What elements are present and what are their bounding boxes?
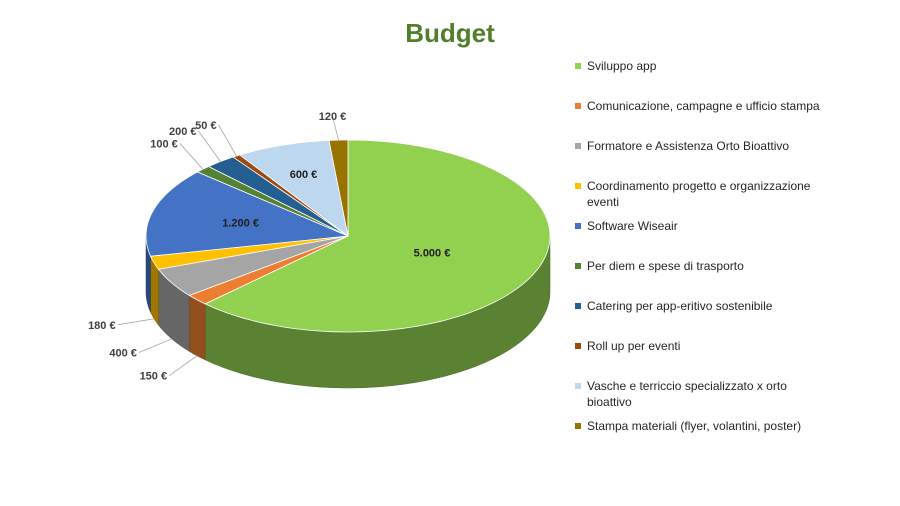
pie-leader-lines: [117, 116, 339, 377]
legend-item: Per diem e spese di trasporto: [575, 258, 830, 298]
leader-line-6: [198, 130, 221, 162]
legend-swatch: [575, 223, 581, 229]
data-label-7: 50 €: [195, 120, 216, 132]
pie-data-labels: 5.000 € 150 €400 € 180 € 1.200 € 100 €200 €5…: [88, 111, 450, 383]
pie-sides: [145, 235, 551, 389]
legend-swatch: [575, 343, 581, 349]
data-label-0: 5.000 €: [414, 248, 451, 260]
leader-line-5: [179, 143, 204, 170]
legend-item: Stampa materiali (flyer, volantini, post…: [575, 418, 830, 458]
pie-slice-side-1: [189, 294, 206, 361]
legend-item: Catering per app-eritivo sostenibile: [575, 298, 830, 338]
legend-label: Vasche e terriccio specializzato x orto …: [587, 379, 787, 409]
legend-item: Coordinamento progetto e organizzazione …: [575, 178, 830, 218]
leader-line-1: [168, 355, 198, 377]
data-label-3: 180 €: [88, 320, 116, 332]
legend-swatch: [575, 103, 581, 109]
leader-line-2: [138, 338, 172, 353]
chart-title: Budget: [405, 18, 495, 48]
pie-slice-3: [149, 235, 349, 270]
legend-label: Software Wiseair: [587, 219, 678, 233]
data-label-2: 400 €: [109, 348, 137, 360]
legend-swatch: [575, 303, 581, 309]
legend-swatch: [575, 263, 581, 269]
data-label-4: 1.200 €: [222, 218, 259, 230]
data-label-6: 200 €: [169, 126, 197, 138]
legend-swatch: [575, 423, 581, 429]
leader-line-9: [332, 116, 339, 141]
pie-slice-4: [145, 171, 349, 257]
legend-swatch: [575, 383, 581, 389]
legend-item: Formatore e Assistenza Orto Bioattivo: [575, 138, 830, 178]
pie-tops: [145, 139, 551, 333]
legend-swatch: [575, 63, 581, 69]
legend-label: Catering per app-eritivo sostenibile: [587, 299, 773, 313]
leader-line-3: [117, 318, 155, 326]
legend-label: Roll up per eventi: [587, 339, 681, 353]
data-label-9: 120 €: [319, 111, 347, 123]
legend-swatch: [575, 183, 581, 189]
legend-swatch: [575, 143, 581, 149]
legend-label: Stampa materiali (flyer, volantini, post…: [587, 419, 802, 433]
data-label-1: 150 €: [140, 371, 168, 383]
legend-label: Per diem e spese di trasporto: [587, 259, 744, 273]
data-label-8: 600 €: [290, 169, 318, 181]
legend-label: Coordinamento progetto e organizzazione …: [587, 179, 811, 209]
legend-item: Comunicazione, campagne e ufficio stampa: [575, 98, 830, 138]
legend-item: Vasche e terriccio specializzato x orto …: [575, 378, 830, 418]
pie-slice-0: [204, 139, 551, 333]
legend-item: Roll up per eventi: [575, 338, 830, 378]
pie-slice-9: [328, 139, 349, 237]
pie-slice-2: [157, 235, 349, 296]
data-label-5: 100 €: [150, 138, 178, 150]
legend-item: Sviluppo app: [575, 58, 830, 98]
legend-label: Comunicazione, campagne e ufficio stampa: [587, 99, 820, 113]
legend-label: Sviluppo app: [587, 59, 657, 73]
leader-line-7: [218, 124, 237, 157]
legend: Sviluppo app Comunicazione, campagne e uf…: [575, 58, 830, 458]
legend-label: Formatore e Assistenza Orto Bioattivo: [587, 139, 790, 153]
pie-slice-8: [238, 140, 349, 237]
legend-item: Software Wiseair: [575, 218, 830, 258]
